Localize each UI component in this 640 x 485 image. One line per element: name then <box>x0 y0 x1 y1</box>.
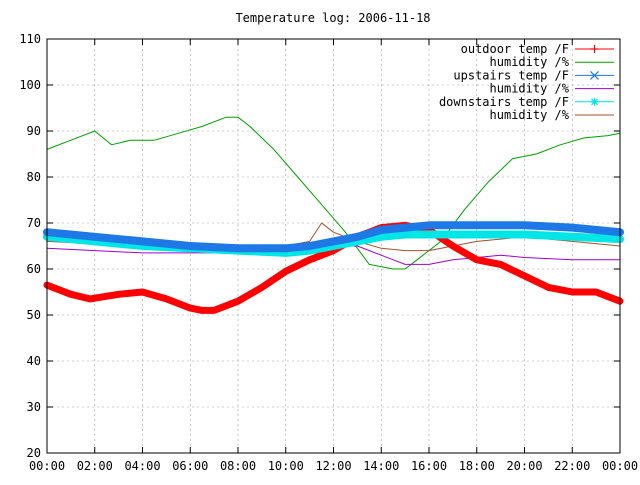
x-tick-label: 04:00 <box>124 459 160 473</box>
x-tick-label: 12:00 <box>315 459 351 473</box>
y-tick-label: 80 <box>27 170 41 184</box>
legend-label: humidity /% <box>490 108 570 122</box>
chart-title: Temperature log: 2006-11-18 <box>235 11 430 25</box>
x-tick-label: 08:00 <box>220 459 256 473</box>
legend-label: outdoor temp /F <box>461 42 569 56</box>
series-line-0 <box>43 221 624 314</box>
x-tick-label: 18:00 <box>459 459 495 473</box>
legend-marker-x <box>590 70 599 80</box>
series-line-1 <box>46 116 621 270</box>
legend-marker-plus <box>590 45 599 53</box>
series-layer <box>43 116 624 314</box>
x-tick-label: 00:00 <box>602 459 638 473</box>
y-tick-label: 70 <box>27 216 41 230</box>
y-tick-label: 60 <box>27 262 41 276</box>
legend-label: humidity /% <box>490 82 570 96</box>
y-tick-label: 100 <box>19 78 41 92</box>
y-tick-label: 20 <box>27 446 41 460</box>
x-tick-label: 16:00 <box>411 459 447 473</box>
x-tick-label: 22:00 <box>554 459 590 473</box>
y-tick-label: 90 <box>27 124 41 138</box>
y-tick-label: 40 <box>27 354 41 368</box>
y-tick-label: 50 <box>27 308 41 322</box>
legend-label: downstairs temp /F <box>439 95 569 109</box>
grid-layer <box>47 39 620 453</box>
x-tick-label: 20:00 <box>506 459 542 473</box>
legend-label: upstairs temp /F <box>453 68 569 82</box>
y-tick-label: 110 <box>19 32 41 46</box>
y-tick-label: 30 <box>27 400 41 414</box>
series-line-2 <box>43 221 624 253</box>
legend-label: humidity /% <box>490 55 570 69</box>
x-tick-label: 06:00 <box>172 459 208 473</box>
x-tick-label: 14:00 <box>363 459 399 473</box>
x-tick-label: 00:00 <box>29 459 65 473</box>
x-tick-label: 02:00 <box>77 459 113 473</box>
tick-layer: 20 30 40 50 60 70 80 90 100 110 00:00 02:00 04:00 06:… <box>19 32 638 473</box>
legend-marker-star <box>590 97 599 106</box>
series-line-3 <box>46 245 621 265</box>
x-tick-label: 10:00 <box>268 459 304 473</box>
